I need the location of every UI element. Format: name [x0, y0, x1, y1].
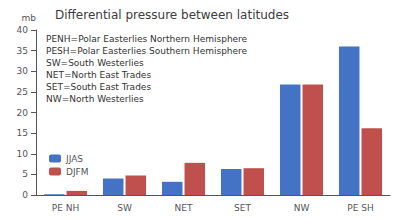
svg-text:20: 20 — [17, 108, 29, 118]
svg-text:25: 25 — [17, 87, 28, 97]
svg-text:10: 10 — [17, 149, 29, 159]
svg-text:NET: NET — [175, 203, 193, 213]
svg-text:SW=South Westerlies: SW=South Westerlies — [46, 58, 144, 68]
svg-text:mb: mb — [22, 13, 37, 23]
svg-text:PE NH: PE NH — [52, 203, 79, 213]
svg-text:NW=North Westerlies: NW=North Westerlies — [46, 94, 144, 104]
svg-text:DJFM: DJFM — [66, 167, 89, 177]
svg-text:PE SH: PE SH — [347, 203, 373, 213]
svg-text:0: 0 — [22, 190, 28, 200]
svg-text:JJAS: JJAS — [65, 154, 83, 164]
svg-text:5: 5 — [22, 169, 28, 179]
svg-text:NW: NW — [294, 203, 310, 213]
svg-text:Differential pressure between: Differential pressure between latitudes — [55, 8, 289, 22]
svg-text:PESH=Polar Easterlies Southern: PESH=Polar Easterlies Southern Hemispher… — [46, 46, 248, 56]
svg-text:SW: SW — [117, 203, 132, 213]
svg-text:30: 30 — [17, 66, 29, 76]
svg-text:35: 35 — [17, 46, 28, 56]
svg-text:15: 15 — [17, 128, 28, 138]
svg-text:SET=South East Trades: SET=South East Trades — [46, 82, 151, 92]
svg-text:PENH=Polar Easterlies Northern: PENH=Polar Easterlies Northern Hemispher… — [46, 34, 248, 44]
svg-text:40: 40 — [17, 25, 29, 35]
svg-text:NET=North East Trades: NET=North East Trades — [46, 70, 151, 80]
svg-text:SET: SET — [234, 203, 251, 213]
